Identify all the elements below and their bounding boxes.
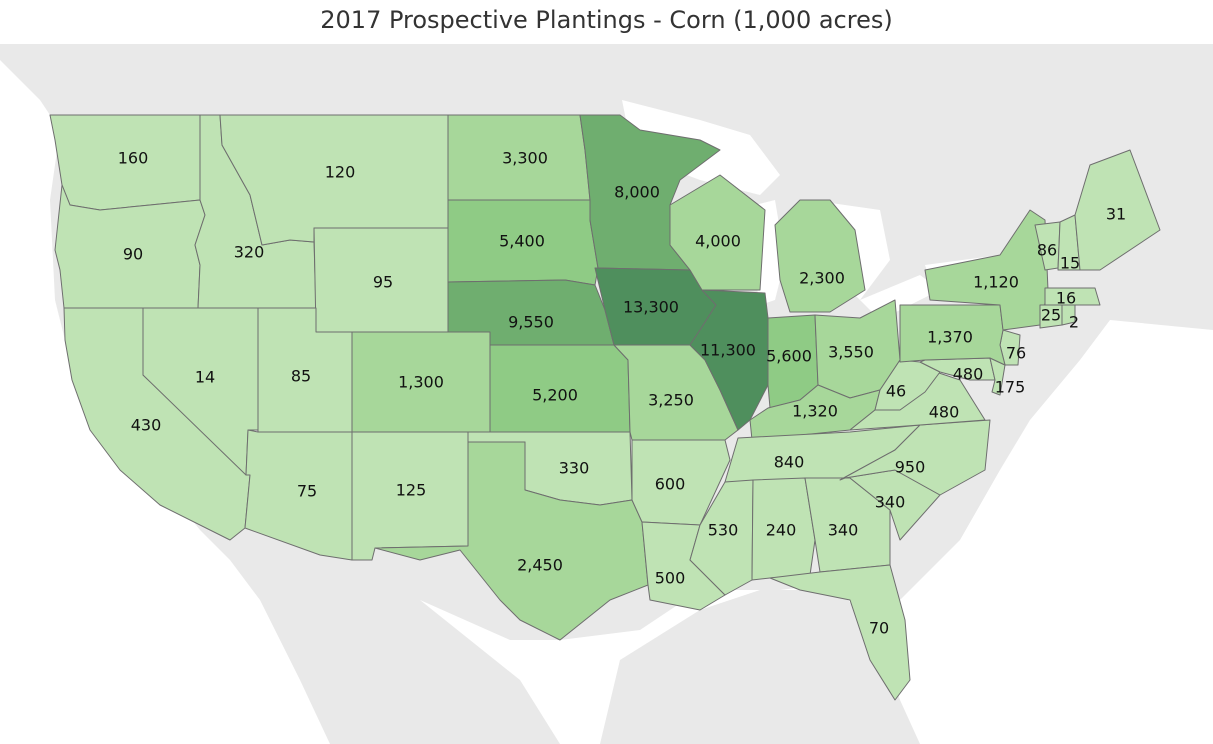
state-value-label-id: 320 <box>234 243 265 262</box>
state-value-label-al: 240 <box>766 521 797 540</box>
state-value-label-wv: 46 <box>886 382 906 401</box>
state-value-label-ut: 85 <box>291 367 311 386</box>
state-value-label-va: 480 <box>929 403 960 422</box>
state-il[interactable] <box>689 289 769 431</box>
state-value-label-sc: 340 <box>875 493 906 512</box>
state-value-label-ga: 340 <box>828 521 859 540</box>
map-svg[interactable]: 160 90 430 14 320 120 95 85 1,300 75 125 3,300 5,400… <box>0 44 1213 744</box>
state-value-label-nd: 3,300 <box>502 149 548 168</box>
state-value-label-wy: 95 <box>373 273 393 292</box>
state-value-label-vt: 86 <box>1037 241 1057 260</box>
state-value-label-nm: 125 <box>396 481 427 500</box>
state-value-label-ny: 1,120 <box>973 273 1019 292</box>
state-value-label-la: 500 <box>655 569 686 588</box>
state-value-label-ky: 1,320 <box>792 402 838 421</box>
state-fl[interactable] <box>769 564 911 701</box>
state-value-label-ks: 5,200 <box>532 386 578 405</box>
state-value-label-in: 5,600 <box>766 347 812 366</box>
state-mi[interactable] <box>774 199 866 313</box>
state-value-label-wi: 4,000 <box>695 232 741 251</box>
state-value-label-fl: 70 <box>869 619 889 638</box>
choropleth-map[interactable]: 160 90 430 14 320 120 95 85 1,300 75 125 3,300 5,400… <box>0 44 1213 744</box>
state-ma[interactable] <box>1044 287 1101 306</box>
state-value-label-oh: 3,550 <box>828 343 874 362</box>
state-value-label-az: 75 <box>297 482 317 501</box>
state-value-label-mo: 3,250 <box>648 391 694 410</box>
state-value-label-ma: 16 <box>1056 289 1076 308</box>
state-tx[interactable] <box>374 441 649 641</box>
state-value-label-ok: 330 <box>559 459 590 478</box>
state-value-label-nv: 14 <box>195 368 215 387</box>
map-title: 2017 Prospective Plantings - Corn (1,000… <box>320 6 893 34</box>
state-ri[interactable] <box>1061 304 1076 326</box>
state-value-label-ms: 530 <box>708 521 739 540</box>
state-value-label-ar: 600 <box>655 475 686 494</box>
state-value-label-ia: 13,300 <box>623 298 679 317</box>
state-nc[interactable] <box>839 419 991 496</box>
state-value-label-or: 90 <box>123 245 143 264</box>
state-value-label-me: 31 <box>1106 205 1126 224</box>
atlantic-gulf-water <box>420 320 1213 744</box>
state-value-label-pa: 1,370 <box>927 328 973 347</box>
state-value-label-md: 480 <box>953 365 984 384</box>
states-layer[interactable] <box>49 114 1161 701</box>
state-value-label-mn: 8,000 <box>614 183 660 202</box>
state-value-label-nj: 76 <box>1006 344 1026 363</box>
state-value-label-ct: 25 <box>1041 306 1061 325</box>
state-value-label-ri: 2 <box>1069 313 1079 332</box>
pacific-ocean <box>0 44 330 744</box>
state-value-label-mi: 2,300 <box>799 269 845 288</box>
state-value-label-tn: 840 <box>774 453 805 472</box>
state-wi[interactable] <box>669 174 766 291</box>
state-value-label-sd: 5,400 <box>499 232 545 251</box>
labels-layer: 160 90 430 14 320 120 95 85 1,300 75 125 3,300 5,400… <box>118 149 1126 638</box>
state-value-label-de: 175 <box>995 378 1026 397</box>
state-value-label-mt: 120 <box>325 163 356 182</box>
state-value-label-co: 1,300 <box>398 373 444 392</box>
state-value-label-il: 11,300 <box>700 341 756 360</box>
state-value-label-ca: 430 <box>131 416 162 435</box>
state-me[interactable] <box>1074 149 1161 271</box>
state-value-label-nc: 950 <box>895 458 926 477</box>
state-value-label-ne: 9,550 <box>508 313 554 332</box>
state-value-label-wa: 160 <box>118 149 149 168</box>
state-value-label-nh: 15 <box>1060 254 1080 273</box>
state-value-label-tx: 2,450 <box>517 556 563 575</box>
